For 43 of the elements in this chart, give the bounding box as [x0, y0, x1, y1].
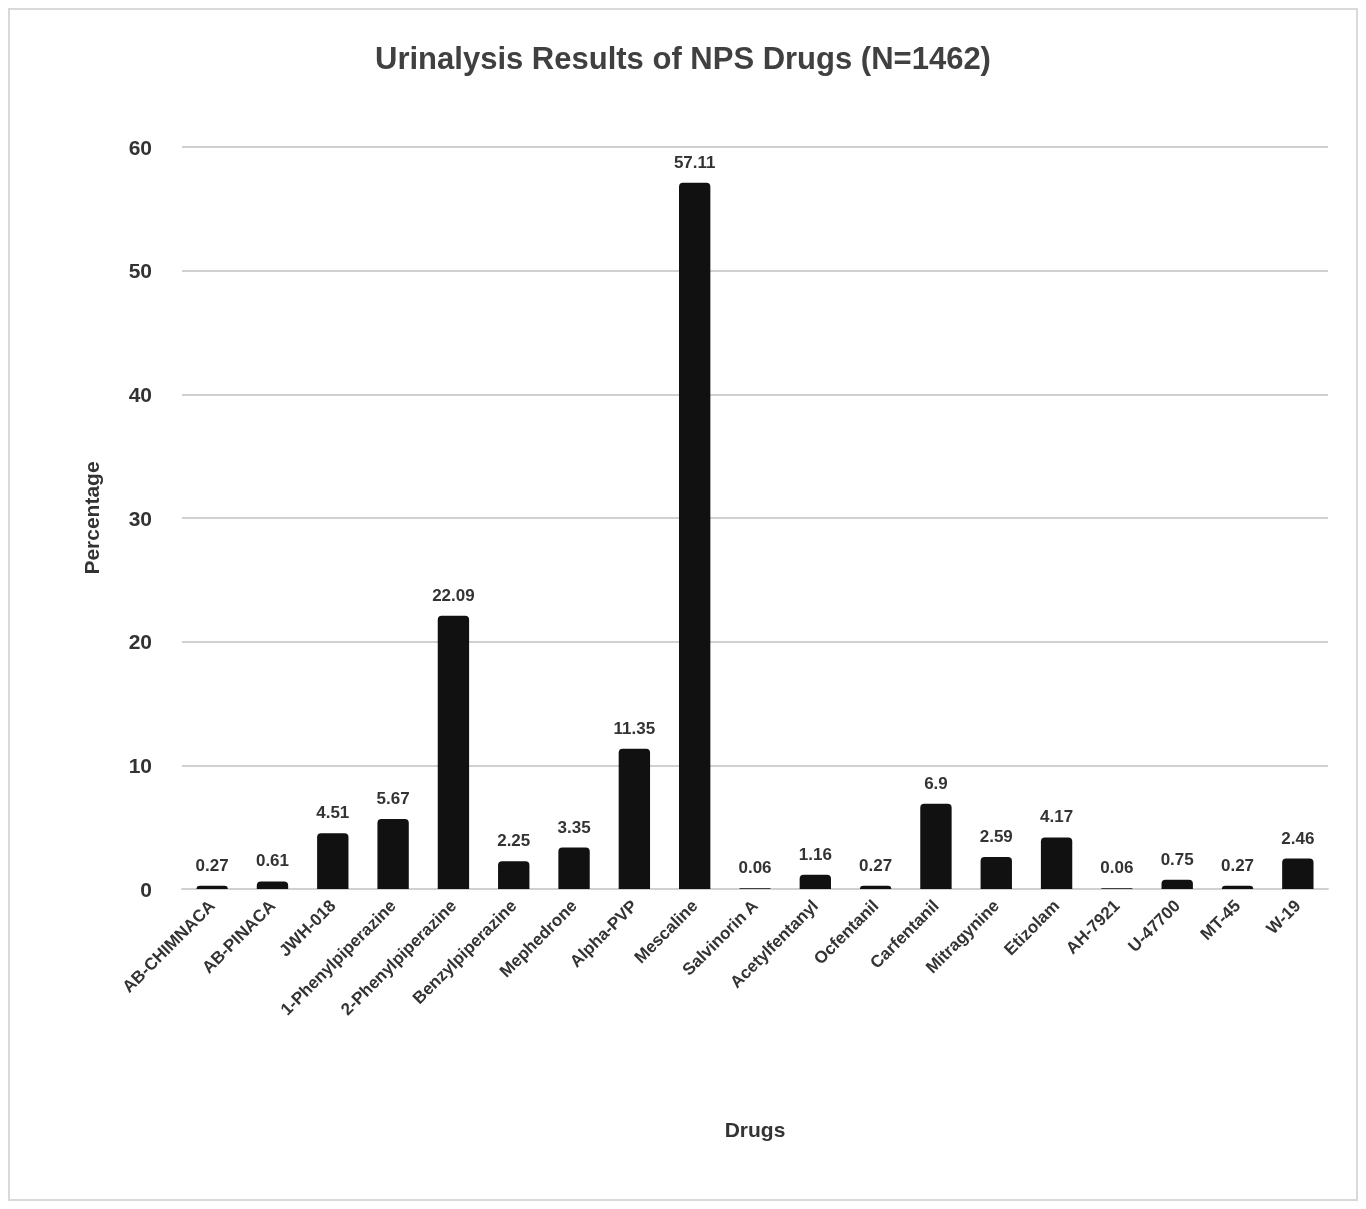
y-tick-label: 20 [128, 630, 152, 654]
data-label: 0.75 [1160, 849, 1194, 869]
data-label: 0.27 [1220, 855, 1255, 875]
bar [256, 881, 289, 889]
data-label: 2.59 [979, 826, 1013, 846]
bar [799, 874, 831, 889]
bar [437, 615, 470, 889]
bar [498, 861, 530, 889]
data-label: 0.27 [195, 855, 229, 875]
y-tick-label: 40 [128, 382, 152, 406]
data-label: 4.51 [316, 803, 350, 823]
data-label: 2.25 [497, 831, 531, 851]
bar [1040, 837, 1073, 889]
data-label: 6.9 [924, 773, 948, 793]
data-label: 3.35 [557, 817, 591, 837]
x-axis-title: Drugs [724, 1118, 786, 1141]
bar [558, 847, 590, 889]
data-label: 0.27 [859, 855, 893, 875]
data-label: 22.09 [432, 585, 475, 605]
y-tick-label: 0 [140, 877, 152, 901]
bar [920, 803, 952, 889]
data-label: 0.06 [1100, 858, 1134, 878]
data-label: 0.06 [738, 858, 772, 878]
data-label: 11.35 [613, 718, 656, 738]
y-tick-label: 30 [128, 506, 152, 530]
chart-title: Urinalysis Results of NPS Drugs (N=1462) [375, 41, 991, 76]
data-label: 1.16 [798, 844, 832, 864]
y-tick-label: 60 [128, 135, 152, 159]
y-axis-title: Percentage [80, 461, 103, 575]
y-tick-label: 10 [128, 753, 152, 777]
data-label: 57.11 [673, 152, 716, 172]
bar [980, 856, 1012, 889]
bar [679, 182, 711, 889]
y-tick-label: 50 [128, 259, 152, 283]
data-label: 4.17 [1040, 807, 1074, 827]
bar [1161, 879, 1193, 889]
data-label: 0.61 [255, 851, 290, 871]
data-label: 5.67 [376, 788, 410, 808]
bar [377, 818, 409, 889]
bar [618, 748, 651, 889]
data-label: 2.46 [1281, 828, 1315, 848]
bar [317, 833, 349, 889]
bar [1282, 858, 1314, 889]
